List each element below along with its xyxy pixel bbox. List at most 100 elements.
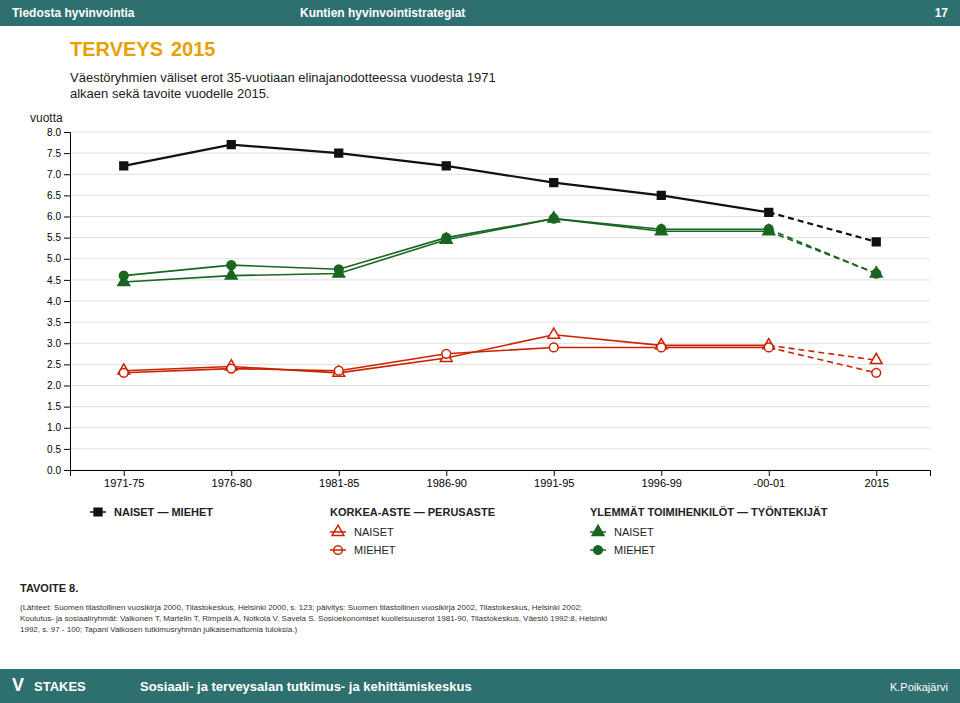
grid-line [70,406,930,407]
header-text: Tiedosta hyvinvointia [12,6,135,20]
x-tick-mark [446,470,447,476]
x-tick-label: 1986-90 [427,477,467,489]
x-tick-mark [231,470,232,476]
chart-title: Väestöryhmien väliset erot 35-vuotiaan e… [70,70,496,101]
series-line [124,219,769,276]
x-axis: 1971-75 1976-80 1981-85 1986-90 1991-95 1996-… [71,470,931,489]
x-tick-label: 1976-80 [212,477,252,489]
chart-svg: Tiedosta hyvinvointiaKuntien hyvinvointi… [0,0,960,703]
y-tick-mark [64,407,70,408]
y-tick-label: 3.5 [47,317,61,328]
legend-label: MIEHET [614,544,656,556]
point [764,225,773,234]
series [118,212,882,286]
series-line [124,335,769,373]
legend-marker [592,525,604,535]
point [549,343,558,352]
grid-line [70,153,930,154]
point [872,269,881,278]
y-tick: 6.0 [47,211,70,222]
footer-text: K.Poikajärvi [890,681,948,693]
legend-group-title: KORKEA-ASTE — PERUSASTE [330,506,495,518]
x-tick-label: 1971-75 [104,477,144,489]
axis-domain [64,133,71,471]
x-tick-label: 1991-95 [534,477,574,489]
note: (Lähteet: Suomen tilastollinen vuosikirj… [20,603,607,634]
point [334,265,343,274]
y-tick-mark [64,280,70,281]
footer-bar [0,669,960,703]
x-tick: 1981-85 [319,470,359,489]
legend: NAISET — MIEHETKORKEA-ASTE — PERUSASTENA… [90,506,828,556]
point [872,368,881,377]
legend-label: NAISET [614,526,654,538]
point [870,353,882,363]
point [227,141,235,149]
point [225,269,237,279]
grid-line [70,448,930,449]
y-tick-mark [64,470,70,471]
banner-text: 2015 [171,38,216,60]
y-tick-label: 2.5 [47,359,61,370]
y-tick: 2.0 [47,380,70,391]
x-tick-label: 1981-85 [319,477,359,489]
y-tick-mark [64,132,70,133]
point [548,212,560,222]
legend-marker [332,525,344,535]
y-tick: 4.5 [47,275,70,286]
y-tick: 0.0 [47,465,70,476]
banner: TERVEYS2015 [70,38,216,60]
legend-line [590,531,606,533]
y-tick: 3.5 [47,317,70,328]
y-tick-mark [64,322,70,323]
series-line-dashed [769,347,877,372]
y-tick-label: 4.0 [47,296,61,307]
point [442,233,451,242]
series [119,214,880,280]
y-tick-mark [64,238,70,239]
grid-line [70,301,930,302]
y-tick: 0.5 [47,444,70,455]
x-tick-label: -00-01 [753,477,785,489]
y-tick-label: 1.5 [47,401,61,412]
y-tick-mark [64,259,70,260]
chart-title-line: alkaen sekä tavoite vuodelle 2015. [70,86,269,101]
legend-label: MIEHET [354,544,396,556]
point [765,208,773,216]
y-tick: 8.0 [47,127,70,138]
y-tick: 7.5 [47,148,70,159]
series-group [118,141,882,377]
series-line-dashed [769,231,877,273]
x-tick: 2015 [865,470,889,489]
x-tick: 1991-95 [534,470,574,489]
chart-title-line: Väestöryhmien väliset erot 35-vuotiaan e… [70,70,496,85]
y-tick: 5.5 [47,232,70,243]
y-tick-label: 4.5 [47,275,61,286]
grid-line [70,343,930,344]
x-tick: 1976-80 [212,470,252,489]
grid-line [70,427,930,428]
point [333,366,345,376]
y-tick-label: 6.5 [47,190,61,201]
series-line [124,219,769,282]
y-tick-mark [64,449,70,450]
point [657,192,665,200]
y-tick-mark [64,217,70,218]
x-tick-mark [339,470,340,476]
x-tick-label: 1996-99 [642,477,682,489]
y-tick: 5.0 [47,253,70,264]
point [550,179,558,187]
y-tick: 3.0 [47,338,70,349]
legend-line [90,511,106,513]
footer-text: STAKES [34,679,86,694]
y-tick-mark [64,174,70,175]
point [119,271,128,280]
grid-line [70,279,930,280]
y-tick-label: 7.5 [47,148,61,159]
point [763,224,775,234]
point [442,349,451,358]
point [440,233,452,243]
grid-line [70,237,930,238]
note-line: 1992, s. 97 - 100; Tapani Valkosen tutki… [20,625,298,634]
note-title: TAVOITE 8. [20,582,78,594]
